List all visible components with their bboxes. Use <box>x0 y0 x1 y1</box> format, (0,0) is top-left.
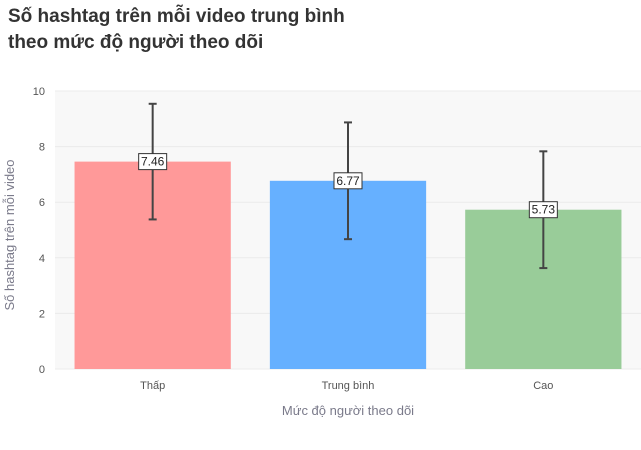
chart-title-line-1: Số hashtag trên mỗi video trung bình <box>8 6 345 27</box>
y-tick-labels: 0 2 4 6 8 10 <box>33 86 45 376</box>
y-tick-label: 4 <box>39 253 45 265</box>
x-tick-labels: Thấp Trung bình Cao <box>140 380 553 392</box>
chart-title-line-2: theo mức độ người theo dõi <box>8 32 264 53</box>
data-label: 6.77 <box>336 174 360 188</box>
chart-title: Số hashtag trên mỗi video trung bình the… <box>8 4 628 56</box>
data-label: 5.73 <box>532 203 556 217</box>
x-tick-label: Thấp <box>140 380 165 392</box>
y-tick-label: 0 <box>39 364 45 376</box>
x-tick-label: Cao <box>533 380 553 392</box>
data-label-box <box>138 153 168 171</box>
y-tick-label: 2 <box>39 308 45 320</box>
data-label: 7.46 <box>141 155 165 169</box>
y-axis-title: Số hashtag trên mỗi video <box>2 159 17 310</box>
y-tick-label: 8 <box>39 142 45 154</box>
x-tick-label: Trung bình <box>322 380 375 392</box>
data-label-box <box>333 172 363 190</box>
y-tick-label: 10 <box>33 86 45 98</box>
x-axis-title: Mức độ người theo dõi <box>282 403 414 418</box>
data-label-box <box>528 201 558 219</box>
data-labels: 7.46 6.77 5.73 <box>138 153 558 219</box>
y-tick-label: 6 <box>39 197 45 209</box>
